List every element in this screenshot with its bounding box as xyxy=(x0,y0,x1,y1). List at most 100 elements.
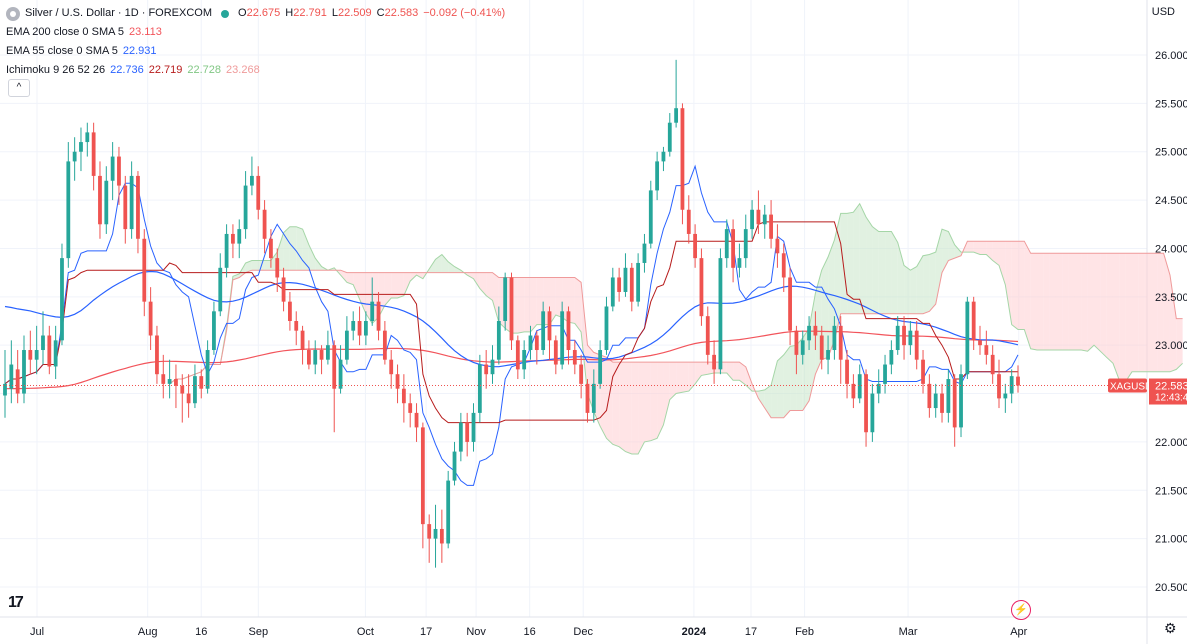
y-tick-label: 24.000 xyxy=(1155,243,1187,255)
symbol-title[interactable]: Silver / U.S. Dollar · 1D · FOREXCOM xyxy=(25,7,213,19)
candle-body xyxy=(351,321,356,331)
candle xyxy=(218,253,223,317)
candle-body xyxy=(978,340,982,346)
candle xyxy=(914,321,919,370)
candle xyxy=(193,364,197,409)
candle-body xyxy=(60,258,64,341)
cloud-segment xyxy=(758,389,765,409)
candle-body xyxy=(826,350,830,360)
collapse-legend-button[interactable]: ^ xyxy=(8,79,30,97)
candle xyxy=(617,267,622,302)
candle-body xyxy=(895,325,900,351)
cloud-segment xyxy=(1043,253,1050,351)
cloud-segment xyxy=(315,258,322,271)
y-tick-label: 26.000 xyxy=(1155,50,1187,62)
candle xyxy=(212,301,216,355)
candle xyxy=(648,180,653,249)
candle xyxy=(629,262,634,312)
candle-body xyxy=(971,301,976,341)
candle xyxy=(826,335,830,375)
candle-body xyxy=(357,321,362,336)
cloud-segment xyxy=(619,362,626,452)
candle xyxy=(325,330,330,365)
indicator-ema200[interactable]: EMA 200 close 0 SMA 5 23.113 xyxy=(6,23,505,42)
candle-body xyxy=(313,350,318,365)
symbol-row[interactable]: Silver / U.S. Dollar · 1D · FOREXCOM O22… xyxy=(6,4,505,23)
indicator-ema55[interactable]: EMA 55 close 0 SMA 5 22.931 xyxy=(6,42,505,61)
x-tick-label: Mar xyxy=(899,626,918,638)
candle xyxy=(307,340,311,370)
candle-body xyxy=(446,480,451,544)
candle-body xyxy=(376,301,381,331)
candle-body xyxy=(851,383,856,399)
candle xyxy=(604,296,609,355)
y-tick-label: 20.500 xyxy=(1155,582,1187,594)
candle xyxy=(889,340,894,375)
candle-body xyxy=(933,393,938,409)
ichimoku-span-a: 22.728 xyxy=(187,64,222,76)
currency-label[interactable]: USD xyxy=(1151,6,1175,18)
candle xyxy=(813,311,818,351)
candle xyxy=(338,345,343,394)
cloud-segment xyxy=(929,252,936,312)
candle xyxy=(598,340,603,389)
tradingview-logo-icon[interactable]: 17 xyxy=(8,594,24,611)
ema55-value: 22.931 xyxy=(122,45,157,57)
cloud-segment xyxy=(638,362,645,454)
candle-body xyxy=(193,376,197,404)
candle xyxy=(737,243,742,278)
ichimoku-base: 22.719 xyxy=(148,64,183,76)
candle-body xyxy=(382,330,387,360)
candle-body xyxy=(908,330,913,346)
cloud-segment xyxy=(916,255,924,314)
ohlc-close: C22.583 xyxy=(376,7,419,19)
cloud-segment xyxy=(581,282,588,394)
candle-body xyxy=(484,364,489,375)
candle-body xyxy=(902,325,906,346)
candle-body xyxy=(218,267,223,312)
candle-body xyxy=(997,374,1001,399)
symbol-tag-bg xyxy=(1108,378,1147,393)
cloud-segment xyxy=(454,266,461,273)
candle xyxy=(458,412,463,462)
candle xyxy=(509,272,514,351)
candle xyxy=(819,325,824,370)
candle xyxy=(579,354,584,399)
candle xyxy=(395,364,400,404)
candle-body xyxy=(186,393,191,404)
lightning-icon[interactable]: ⚡ xyxy=(1011,600,1031,620)
cloud-segment xyxy=(1119,253,1126,382)
candle-body xyxy=(921,359,925,384)
candle-body xyxy=(28,350,33,360)
candle xyxy=(85,122,90,157)
candle-body xyxy=(617,277,622,292)
gear-icon[interactable]: ⚙ xyxy=(1164,620,1177,636)
cloud-segment xyxy=(1093,253,1101,352)
candle-body xyxy=(914,330,919,360)
candle xyxy=(971,296,976,351)
candle xyxy=(408,393,413,428)
cloud-segment xyxy=(403,272,411,296)
candle-body xyxy=(471,412,476,442)
candle-body xyxy=(414,412,419,428)
candle-body xyxy=(496,321,501,360)
candle xyxy=(553,335,558,375)
candle-body xyxy=(1016,376,1020,386)
candle xyxy=(832,316,837,360)
candle-body xyxy=(553,340,558,365)
candle xyxy=(661,146,666,172)
candle xyxy=(756,190,761,234)
x-tick-label: 2024 xyxy=(682,626,707,638)
cloud-segment xyxy=(676,362,683,394)
candle xyxy=(959,364,963,438)
candle xyxy=(876,369,881,404)
time-axis[interactable]: Jul Aug 16 Sep Oct 17 Nov 16 Dec 2024 17 Feb Mar Apr xyxy=(30,626,1028,638)
candle xyxy=(433,504,438,568)
indicator-ichimoku[interactable]: Ichimoku 9 26 52 26 22.736 22.719 22.728… xyxy=(6,61,505,80)
candle xyxy=(1016,365,1020,393)
candle-body xyxy=(579,364,584,384)
candle xyxy=(288,291,292,331)
candle-body xyxy=(883,364,887,384)
cloud-segment xyxy=(1062,253,1069,351)
